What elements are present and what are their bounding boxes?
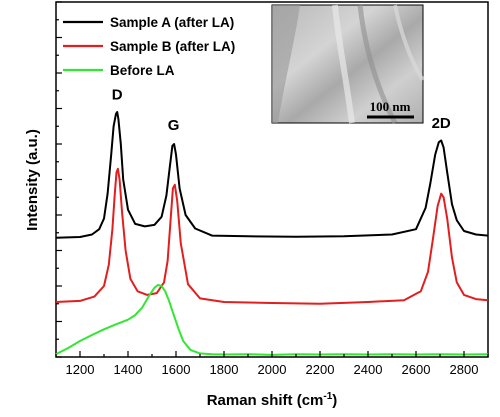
series-layer bbox=[55, 111, 489, 356]
legend-label-0: Sample A (after LA) bbox=[110, 15, 234, 30]
peak-annotations: D G 2D bbox=[112, 87, 451, 134]
y-axis-title: Intensity (a.u.) bbox=[24, 129, 41, 231]
x-axis-ticks: 1200 1400 1600 1800 2000 2200 2400 2600 2800 bbox=[55, 351, 489, 377]
legend-label-2: Before LA bbox=[110, 63, 175, 78]
x-tick-label: 2600 bbox=[402, 362, 431, 377]
legend: Sample A (after LA) Sample B (after LA) Be… bbox=[63, 15, 235, 78]
peak-label-2d: 2D bbox=[432, 115, 451, 132]
series-line-2 bbox=[55, 283, 489, 356]
x-tick-label: 1800 bbox=[210, 362, 239, 377]
x-tick-label: 1600 bbox=[162, 362, 191, 377]
x-tick-label: 2800 bbox=[450, 362, 479, 377]
peak-label-g: G bbox=[168, 117, 180, 134]
scale-bar-label: 100 nm bbox=[370, 99, 411, 114]
peak-label-d: D bbox=[112, 87, 123, 104]
legend-label-1: Sample B (after LA) bbox=[110, 39, 235, 54]
x-tick-label: 1400 bbox=[114, 362, 143, 377]
x-axis-title: Raman shift (cm-1) bbox=[207, 391, 338, 409]
x-tick-label: 2000 bbox=[258, 362, 287, 377]
series-line-0 bbox=[55, 111, 489, 239]
inset-sem-image: 100 nm bbox=[271, 4, 425, 125]
series-line-1 bbox=[55, 167, 489, 305]
x-tick-label: 1200 bbox=[66, 362, 95, 377]
y-axis-ticks bbox=[56, 1, 62, 358]
x-tick-label: 2400 bbox=[354, 362, 383, 377]
x-tick-label: 2200 bbox=[306, 362, 335, 377]
